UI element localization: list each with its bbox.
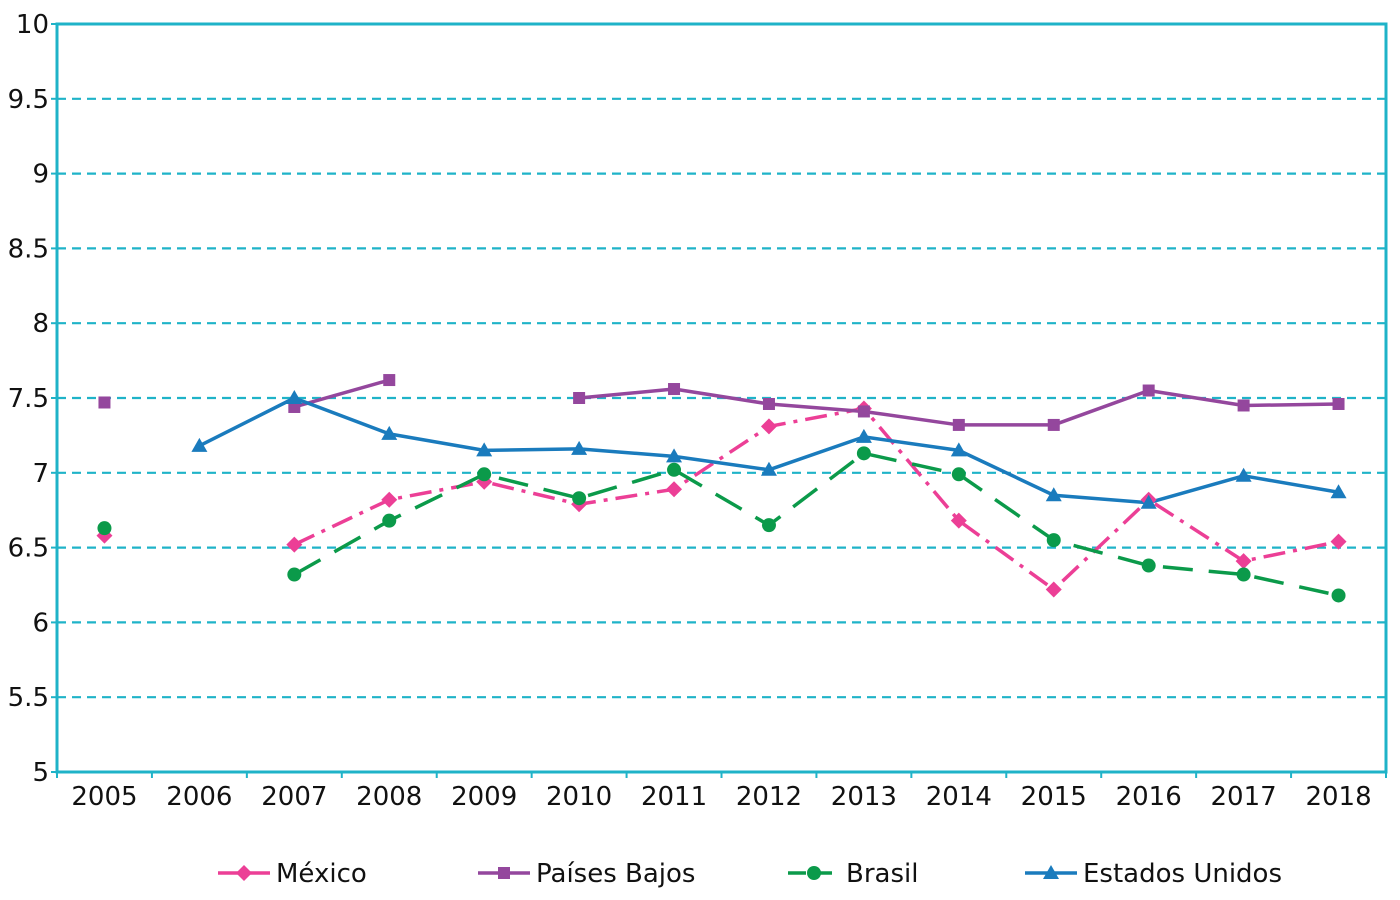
brasil-data-point xyxy=(382,513,397,528)
estados-unidos-data-point xyxy=(760,461,777,476)
estados-unidos-data-point xyxy=(1235,467,1252,482)
x-axis-tick-labels: 2005 2006 2007 2008 2009 2010 2011 2012 2013 2014… xyxy=(71,782,1371,812)
x-tick-label: 2015 xyxy=(1021,782,1087,812)
y-tick-label: 7.5 xyxy=(8,384,49,414)
y-tick-label: 9.5 xyxy=(8,85,49,115)
brasil-data-point xyxy=(856,446,871,461)
x-tick-label: 2007 xyxy=(261,782,327,812)
estados-unidos-data-point xyxy=(476,442,493,457)
brasil-data-point xyxy=(1331,588,1346,603)
y-tick-label: 5.5 xyxy=(8,683,49,713)
brasil-data-point xyxy=(761,518,776,533)
y-tick-label: 8 xyxy=(32,309,49,339)
y-axis-tick-labels: 5 5.5 6 6.5 7 7.5 8 8.5 9 9.5 10 xyxy=(8,10,49,788)
estados-unidos-data-point xyxy=(666,448,683,463)
brasil-data-point xyxy=(951,467,966,482)
paises-bajos-data-point xyxy=(573,392,586,404)
y-tick-label: 6 xyxy=(32,608,49,638)
paises-bajos-data-point xyxy=(857,405,870,418)
paises-bajos-data-point xyxy=(1237,399,1250,412)
mexico-data-point xyxy=(666,481,683,498)
paises-bajos-data-point xyxy=(762,397,775,410)
estados-unidos-data-point xyxy=(571,440,588,455)
mexico-data-point xyxy=(286,536,303,553)
x-tick-label: 2005 xyxy=(71,782,137,812)
y-tick-label: 9 xyxy=(32,160,49,190)
series-markers xyxy=(96,374,1347,603)
paises-bajos-legend-marker xyxy=(498,867,510,879)
brasil-data-point xyxy=(1141,558,1156,573)
x-tick-label: 2011 xyxy=(641,782,707,812)
brasil-legend-label: Brasil xyxy=(846,859,918,889)
estados-unidos-data-point xyxy=(1330,484,1347,499)
mexico-legend-label: México xyxy=(276,859,367,889)
x-tick-label: 2008 xyxy=(356,782,422,812)
y-tick-label: 5 xyxy=(32,758,49,788)
mexico-data-point xyxy=(760,418,777,435)
x-tick-label: 2017 xyxy=(1211,782,1277,812)
y-tick-label: 10 xyxy=(16,10,49,40)
paises-bajos-legend-label: Países Bajos xyxy=(536,859,695,889)
x-tick-label: 2006 xyxy=(166,782,232,812)
brasil-data-point xyxy=(97,521,112,536)
paises-bajos-data-point xyxy=(98,396,111,409)
series-lines xyxy=(198,378,1339,598)
estados-unidos-legend-label: Estados Unidos xyxy=(1083,859,1282,889)
mexico-data-point xyxy=(1045,581,1062,598)
estados-unidos-series-line xyxy=(198,396,1339,505)
y-tick-label: 8.5 xyxy=(8,234,49,264)
brasil-data-point xyxy=(1236,567,1251,582)
axes xyxy=(51,22,1388,778)
legend: México Países Bajos Brasil Estados Unidos xyxy=(218,859,1282,889)
mexico-legend-marker xyxy=(236,865,252,881)
mexico-series-line xyxy=(293,406,1339,592)
brasil-data-point xyxy=(287,567,302,582)
estados-unidos-legend-marker xyxy=(1043,865,1059,879)
mexico-data-point xyxy=(1330,533,1347,550)
y-tick-label: 7 xyxy=(32,459,49,489)
brasil-legend-marker xyxy=(807,866,821,880)
x-tick-label: 2018 xyxy=(1305,782,1371,812)
paises-bajos-data-point xyxy=(1047,418,1060,431)
brasil-data-point xyxy=(572,491,587,506)
estados-unidos-data-point xyxy=(855,428,872,443)
x-tick-label: 2013 xyxy=(831,782,897,812)
estados-unidos-data-point xyxy=(950,442,967,457)
estados-unidos-data-point xyxy=(286,390,303,404)
mexico-data-point xyxy=(381,491,398,508)
paises-bajos-data-point xyxy=(1332,397,1345,410)
brasil-data-point xyxy=(1046,533,1061,548)
paises-bajos-data-point xyxy=(952,418,965,431)
x-tick-label: 2014 xyxy=(926,782,992,812)
brasil-data-point xyxy=(477,467,492,482)
estados-unidos-data-point xyxy=(1140,494,1157,509)
paises-bajos-data-point xyxy=(668,383,681,396)
paises-bajos-data-point xyxy=(383,374,396,387)
gridlines xyxy=(57,22,1386,699)
paises-bajos-data-point xyxy=(1142,384,1155,397)
x-tick-label: 2016 xyxy=(1116,782,1182,812)
estados-unidos-data-point xyxy=(1045,487,1062,502)
y-tick-label: 6.5 xyxy=(8,534,49,564)
x-tick-label: 2009 xyxy=(451,782,517,812)
x-tick-label: 2012 xyxy=(736,782,802,812)
mexico-data-point xyxy=(950,512,967,529)
estados-unidos-data-point xyxy=(191,437,208,452)
brasil-series-line xyxy=(293,451,1339,598)
mexico-data-point xyxy=(1235,553,1252,570)
estados-unidos-data-point xyxy=(381,425,398,440)
x-tick-label: 2010 xyxy=(546,782,612,812)
brasil-data-point xyxy=(667,462,682,477)
